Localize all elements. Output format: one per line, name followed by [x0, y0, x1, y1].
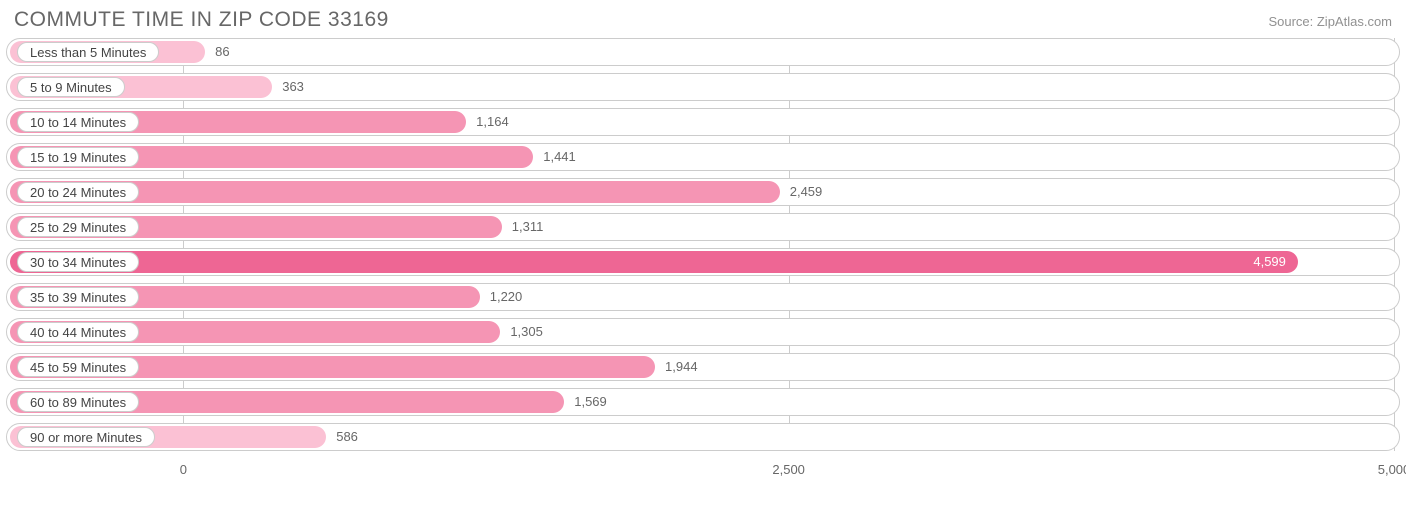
category-label: 10 to 14 Minutes — [17, 112, 139, 132]
bar-row: 25 to 29 Minutes 1,311 — [6, 213, 1400, 241]
value-label: 1,305 — [510, 319, 543, 345]
category-label: 60 to 89 Minutes — [17, 392, 139, 412]
gridline — [1394, 38, 1395, 451]
bar-row: 20 to 24 Minutes 2,459 — [6, 178, 1400, 206]
category-label: 15 to 19 Minutes — [17, 147, 139, 167]
category-label: 25 to 29 Minutes — [17, 217, 139, 237]
value-label: 586 — [336, 424, 358, 450]
category-label: 20 to 24 Minutes — [17, 182, 139, 202]
chart-title: COMMUTE TIME IN ZIP CODE 33169 — [14, 8, 389, 32]
value-label: 363 — [282, 74, 304, 100]
chart-source: Source: ZipAtlas.com — [1268, 14, 1392, 29]
category-label: 40 to 44 Minutes — [17, 322, 139, 342]
value-label: 1,220 — [490, 284, 523, 310]
category-label: 45 to 59 Minutes — [17, 357, 139, 377]
bar-row: 30 to 34 Minutes 4,599 — [6, 248, 1400, 276]
category-label: 30 to 34 Minutes — [17, 252, 139, 272]
bar-row: 90 or more Minutes 586 — [6, 423, 1400, 451]
chart-header: COMMUTE TIME IN ZIP CODE 33169 Source: Z… — [0, 0, 1406, 38]
value-label: 4,599 — [1253, 249, 1286, 275]
value-label: 2,459 — [790, 179, 823, 205]
value-label: 1,164 — [476, 109, 509, 135]
value-label: 86 — [215, 39, 229, 65]
bar-row: 35 to 39 Minutes 1,220 — [6, 283, 1400, 311]
bar — [10, 251, 1298, 273]
bar-row: Less than 5 Minutes 86 — [6, 38, 1400, 66]
x-axis: 02,5005,000 — [6, 458, 1400, 488]
category-label: 90 or more Minutes — [17, 427, 155, 447]
bar-row: 15 to 19 Minutes 1,441 — [6, 143, 1400, 171]
value-label: 1,569 — [574, 389, 607, 415]
bar-row: 45 to 59 Minutes 1,944 — [6, 353, 1400, 381]
chart-plot-area: Less than 5 Minutes 86 5 to 9 Minutes 363 10… — [6, 38, 1400, 451]
value-label: 1,441 — [543, 144, 576, 170]
x-tick-label: 5,000 — [1378, 462, 1406, 477]
bar-row: 5 to 9 Minutes 363 — [6, 73, 1400, 101]
category-label: Less than 5 Minutes — [17, 42, 159, 62]
value-label: 1,311 — [512, 214, 544, 240]
bar-row: 10 to 14 Minutes 1,164 — [6, 108, 1400, 136]
bar-row: 60 to 89 Minutes 1,569 — [6, 388, 1400, 416]
x-tick-label: 2,500 — [772, 462, 805, 477]
category-label: 5 to 9 Minutes — [17, 77, 125, 97]
bar-row: 40 to 44 Minutes 1,305 — [6, 318, 1400, 346]
category-label: 35 to 39 Minutes — [17, 287, 139, 307]
x-tick-label: 0 — [180, 462, 187, 477]
value-label: 1,944 — [665, 354, 698, 380]
